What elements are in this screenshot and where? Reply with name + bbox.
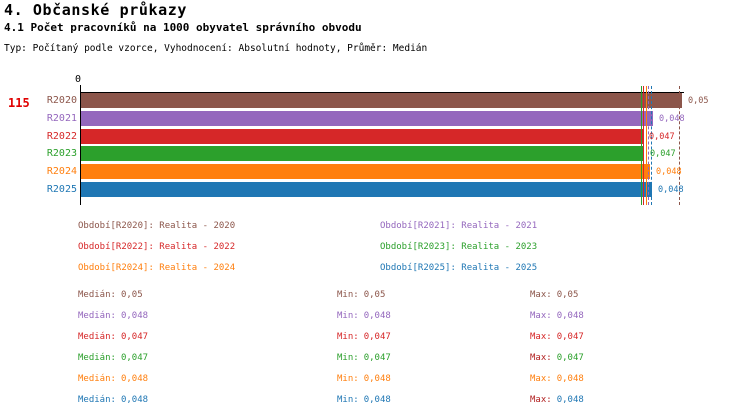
max-value: 0,047: [556, 332, 584, 342]
median-label: Medián:: [78, 353, 116, 363]
median-value: 0,048: [120, 374, 149, 384]
min-value: 0,047: [363, 353, 391, 363]
bar-value-label: 0,048: [656, 167, 682, 177]
median-label: Medián:: [78, 290, 116, 300]
bar-value-label: 0,048: [658, 185, 684, 195]
series-axis-label: R2025: [46, 184, 77, 195]
min-label: Min:: [337, 395, 359, 405]
median-value: 0,048: [120, 395, 149, 405]
series-axis-label: R2023: [46, 148, 77, 159]
minmax-marker-line: [643, 86, 644, 205]
min-label: Min:: [337, 374, 359, 384]
min-label: Min:: [337, 353, 359, 363]
legend-item: Období[R2023]: Realita - 2023: [380, 242, 538, 252]
legend-item: Období[R2025]: Realita - 2025: [380, 263, 538, 273]
max-value: 0,048: [556, 374, 584, 384]
stats-row: Medián: 0,047 Min: 0,047 Max: 0,047: [0, 353, 750, 367]
max-label: Max:: [530, 290, 552, 300]
max-label: Max:: [530, 332, 552, 342]
chart-row: R2025 0,048: [0, 182, 750, 197]
max-label: Max:: [530, 374, 552, 384]
max-value: 0,047: [556, 353, 584, 363]
max-label: Max:: [530, 353, 552, 363]
bar: [81, 164, 650, 179]
median-value: 0,048: [120, 311, 149, 321]
series-axis-label: R2024: [46, 166, 77, 177]
legend-item: Období[R2021]: Realita - 2021: [380, 221, 538, 231]
median-label: Medián:: [78, 395, 116, 405]
median-value: 0,047: [120, 353, 149, 363]
bar-value-label: 0,048: [659, 114, 685, 124]
bar: [81, 93, 682, 108]
axis-zero-tick-label: 0: [75, 74, 82, 85]
median-label: Medián:: [78, 374, 116, 384]
chart-row: R2023 0,047: [0, 146, 750, 161]
row-count-label: 115: [8, 96, 30, 110]
bar-value-label: 0,05: [688, 96, 709, 106]
y-axis-line: [80, 85, 81, 205]
chart-row: R2024 0,048: [0, 164, 750, 179]
bar: [81, 129, 643, 144]
minmax-marker-line: [679, 86, 680, 205]
series-axis-label: R2021: [46, 113, 77, 124]
stats-row: Medián: 0,048 Min: 0,048 Max: 0,048: [0, 374, 750, 388]
series-axis-label: R2020: [46, 95, 77, 106]
legend-item: Období[R2022]: Realita - 2022: [78, 242, 236, 252]
max-value: 0,05: [556, 290, 579, 300]
series-axis-label: R2022: [46, 131, 77, 142]
median-value: 0,047: [120, 332, 149, 342]
bar: [81, 182, 652, 197]
min-value: 0,047: [363, 332, 391, 342]
bar-value-label: 0,047: [649, 132, 675, 142]
max-label: Max:: [530, 311, 552, 321]
minmax-marker-line: [648, 86, 649, 205]
median-value: 0,05: [120, 290, 143, 300]
stats-row: Medián: 0,047 Min: 0,047 Max: 0,047: [0, 332, 750, 346]
x-axis-line: [80, 92, 684, 93]
min-value: 0,048: [363, 374, 391, 384]
max-label: Max:: [530, 395, 552, 405]
min-label: Min:: [337, 311, 359, 321]
legend-item: Období[R2024]: Realita - 2024: [78, 263, 236, 273]
minmax-marker-line: [651, 86, 652, 205]
chart-row: R2022 0,047: [0, 129, 750, 144]
stats-row: Medián: 0,05 Min: 0,05 Max: 0,05: [0, 290, 750, 304]
minmax-marker-line: [641, 86, 642, 205]
chart-row: R2020 0,05: [0, 93, 750, 108]
median-label: Medián:: [78, 311, 116, 321]
min-value: 0,048: [363, 311, 391, 321]
chart-row: R2021 0,048: [0, 111, 750, 126]
stats-row: Medián: 0,048 Min: 0,048 Max: 0,048: [0, 311, 750, 325]
min-label: Min:: [337, 290, 359, 300]
report-chapter-title: 4. Občanské průkazy: [4, 1, 187, 19]
min-label: Min:: [337, 332, 359, 342]
min-value: 0,05: [363, 290, 386, 300]
min-value: 0,048: [363, 395, 391, 405]
page-title: 4.1 Počet pracovníků na 1000 obyvatel sp…: [4, 21, 362, 34]
bar: [81, 146, 644, 161]
report-subtitle: Typ: Počítaný podle vzorce, Vyhodnocení:…: [4, 43, 428, 54]
legend-item: Období[R2020]: Realita - 2020: [78, 221, 236, 231]
stats-row: Medián: 0,048 Min: 0,048 Max: 0,048: [0, 395, 750, 409]
median-label: Medián:: [78, 332, 116, 342]
bar: [81, 111, 653, 126]
minmax-marker-line: [646, 86, 647, 205]
max-value: 0,048: [556, 311, 584, 321]
max-value: 0,048: [556, 395, 584, 405]
bar-value-label: 0,047: [650, 149, 676, 159]
